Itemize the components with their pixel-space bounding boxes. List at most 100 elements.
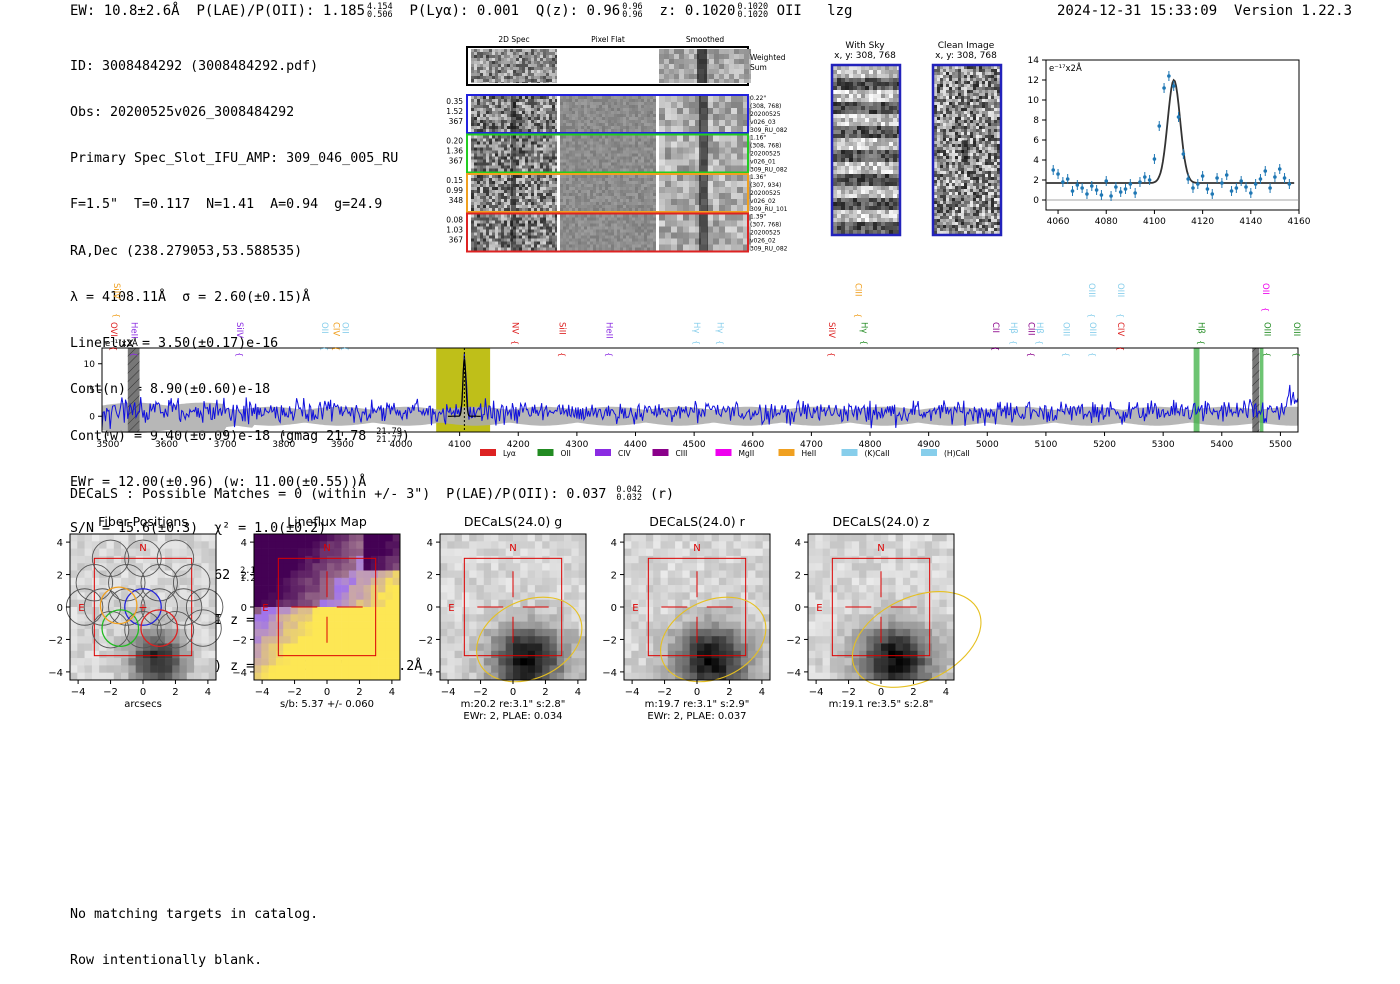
noise-cell xyxy=(563,244,566,248)
cutout-row-fiber-info: 309_RU_082 xyxy=(750,246,788,253)
noise-cell xyxy=(590,129,593,132)
noise-cell xyxy=(626,223,629,227)
noise-cell xyxy=(937,105,940,108)
noise-cell xyxy=(528,117,531,120)
noise-cell xyxy=(498,208,501,211)
noise-cell xyxy=(563,181,566,184)
noise-cell xyxy=(629,190,632,193)
sky-pixel xyxy=(861,150,865,154)
noise-cell xyxy=(477,150,480,154)
noise-cell xyxy=(540,49,543,52)
sky-pixel xyxy=(857,78,861,82)
noise-cell xyxy=(495,82,498,83)
noise-cell xyxy=(501,199,504,202)
noise-cell xyxy=(498,178,501,181)
noise-cell xyxy=(510,235,513,239)
noise-cell xyxy=(513,55,516,58)
sky-pixel xyxy=(881,162,885,166)
noise-cell xyxy=(504,168,507,172)
sky-pixel xyxy=(861,206,865,210)
noise-cell xyxy=(632,214,635,218)
noise-cell xyxy=(471,117,474,120)
sky-pixel xyxy=(849,74,853,78)
noise-cell xyxy=(979,87,982,90)
noise-cell xyxy=(611,111,614,114)
noise-cell xyxy=(566,156,569,160)
noise-cell xyxy=(510,99,513,102)
noise-cell xyxy=(495,64,498,67)
noise-cell xyxy=(546,61,549,64)
sky-pixel xyxy=(877,134,881,138)
noise-cell xyxy=(569,153,572,157)
sky-pixel xyxy=(869,142,873,146)
noise-cell xyxy=(961,81,964,84)
sky-pixel xyxy=(881,86,885,90)
noise-cell xyxy=(617,235,620,239)
noise-cell xyxy=(943,108,946,111)
noise-cell xyxy=(641,150,644,154)
noise-cell xyxy=(543,135,546,139)
noise-cell xyxy=(486,208,489,211)
sky-pixel xyxy=(885,106,889,110)
noise-cell xyxy=(525,58,528,61)
sky-pixel xyxy=(837,186,841,190)
noise-cell xyxy=(719,193,725,199)
noise-cell xyxy=(525,199,528,202)
noise-cell xyxy=(516,76,519,79)
noise-cell xyxy=(552,175,555,178)
noise-cell xyxy=(967,72,970,75)
noise-cell xyxy=(689,220,695,227)
noise-cell xyxy=(638,165,641,169)
noise-cell xyxy=(644,241,647,245)
noise-cell xyxy=(546,126,549,129)
sky-pixel xyxy=(833,106,837,110)
noise-cell xyxy=(632,156,635,160)
noise-cell xyxy=(534,184,537,187)
noise-cell xyxy=(498,187,501,190)
sky-pixel xyxy=(865,182,869,186)
sky-pixel xyxy=(897,66,901,70)
noise-cell xyxy=(504,181,507,184)
noise-cell xyxy=(635,205,638,208)
noise-cell xyxy=(534,123,537,126)
noise-cell xyxy=(477,165,480,169)
noise-cell xyxy=(605,111,608,114)
noise-cell xyxy=(584,144,587,148)
noise-cell xyxy=(596,156,599,160)
noise-cell xyxy=(632,181,635,184)
noise-cell xyxy=(540,178,543,181)
noise-cell xyxy=(964,102,967,105)
noise-cell xyxy=(958,78,961,81)
sky-pixel xyxy=(833,170,837,174)
noise-cell xyxy=(560,187,563,190)
noise-cell xyxy=(498,238,501,242)
noise-cell xyxy=(590,190,593,193)
noise-cell xyxy=(701,147,707,154)
noise-cell xyxy=(694,49,699,54)
sky-pixel xyxy=(865,150,869,154)
noise-cell xyxy=(537,61,540,64)
noise-cell xyxy=(599,181,602,184)
noise-cell xyxy=(659,165,665,172)
noise-cell xyxy=(677,220,683,227)
noise-cell xyxy=(563,205,566,208)
noise-cell xyxy=(501,193,504,196)
sky-pixel xyxy=(869,202,873,206)
noise-cell xyxy=(614,150,617,154)
noise-cell xyxy=(474,184,477,187)
noise-cell xyxy=(572,238,575,242)
noise-cell xyxy=(991,66,994,69)
noise-cell xyxy=(549,229,552,233)
noise-cell xyxy=(578,238,581,242)
noise-cell xyxy=(507,159,510,163)
noise-cell xyxy=(988,108,991,111)
sky-pixel xyxy=(837,174,841,178)
sky-pixel xyxy=(877,178,881,182)
noise-cell xyxy=(632,165,635,169)
noise-cell xyxy=(540,76,543,79)
noise-cell xyxy=(701,181,707,187)
noise-cell xyxy=(596,238,599,242)
sky-pixel xyxy=(853,206,857,210)
noise-cell xyxy=(498,202,501,205)
